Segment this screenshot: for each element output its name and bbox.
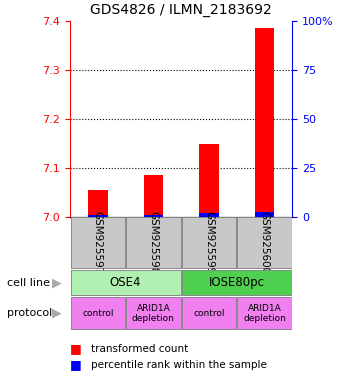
Text: GSM925600: GSM925600 (259, 211, 270, 275)
Bar (199, 144, 219, 217)
Text: ARID1A
depletion: ARID1A depletion (132, 304, 175, 323)
Bar (71, 270, 181, 295)
Text: control: control (82, 309, 113, 318)
Text: ARID1A
depletion: ARID1A depletion (243, 304, 286, 323)
Text: GSM925599: GSM925599 (204, 211, 214, 275)
Bar (182, 270, 292, 295)
Bar (237, 217, 292, 268)
Text: GSM925597: GSM925597 (93, 211, 103, 275)
Bar (144, 175, 163, 217)
Text: protocol: protocol (7, 308, 52, 318)
Bar (88, 190, 107, 217)
Text: OSE4: OSE4 (110, 276, 141, 289)
Title: GDS4826 / ILMN_2183692: GDS4826 / ILMN_2183692 (90, 3, 272, 17)
Text: ▶: ▶ (52, 307, 61, 320)
Text: GSM925598: GSM925598 (148, 211, 158, 275)
Text: transformed count: transformed count (91, 344, 188, 354)
Bar (126, 298, 181, 329)
Bar (182, 298, 236, 329)
Bar (255, 212, 274, 217)
Bar (144, 215, 163, 217)
Bar (237, 298, 292, 329)
Bar (182, 217, 236, 268)
Text: ■: ■ (70, 358, 82, 371)
Bar (255, 28, 274, 217)
Bar (71, 217, 125, 268)
Bar (71, 298, 125, 329)
Bar (88, 215, 107, 217)
Text: percentile rank within the sample: percentile rank within the sample (91, 360, 267, 370)
Text: ▶: ▶ (52, 276, 61, 289)
Text: ■: ■ (70, 342, 82, 355)
Text: IOSE80pc: IOSE80pc (209, 276, 265, 289)
Bar (199, 213, 219, 217)
Text: cell line: cell line (7, 278, 50, 288)
Text: control: control (193, 309, 225, 318)
Bar (126, 217, 181, 268)
